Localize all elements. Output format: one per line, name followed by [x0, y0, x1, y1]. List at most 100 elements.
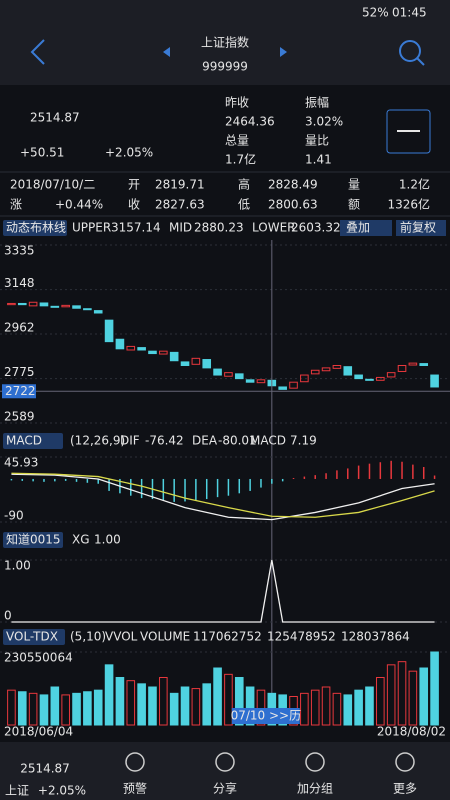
change-pct: +2.05%	[105, 146, 153, 160]
candle	[408, 362, 418, 366]
field-value: 1.41	[305, 153, 332, 167]
legend-name: LOWER	[252, 221, 296, 235]
nav-change: +2.05%	[38, 784, 86, 798]
day-value: 1.2亿	[399, 177, 430, 192]
day-value: 2819.71	[155, 178, 205, 192]
volume-bar	[408, 670, 418, 726]
field-value: 3.02%	[305, 115, 343, 129]
day-label: 开	[128, 178, 140, 192]
selector-box[interactable]	[3, 220, 67, 236]
day-value: 2828.49	[268, 178, 318, 192]
adjust-button[interactable]	[396, 220, 446, 236]
y-tick-label: 1.00	[4, 559, 31, 573]
volume-bar	[159, 677, 168, 726]
volume-bar	[104, 664, 114, 726]
title: 上证指数	[201, 35, 249, 50]
volume-bar	[115, 677, 125, 726]
nav-price: 2514.87	[20, 762, 70, 776]
candle	[213, 368, 222, 376]
xg-value: 1.00	[94, 533, 121, 547]
volume-bar	[202, 683, 212, 726]
battery: 52%	[362, 6, 389, 20]
candle	[300, 374, 309, 383]
legend-value: 2603.32	[291, 221, 341, 235]
change: +50.51	[20, 146, 64, 160]
day-label: 高	[238, 177, 250, 192]
xg-line	[11, 559, 435, 623]
date: 2018/07/10/二	[10, 178, 95, 192]
candle	[202, 359, 212, 369]
search-button[interactable]	[399, 40, 425, 66]
history-button[interactable]	[231, 708, 300, 724]
legend-value: 2880.23	[194, 221, 244, 235]
candle	[137, 347, 146, 351]
y-tick-label: 230550064	[4, 651, 73, 665]
field-label: 振幅	[305, 95, 329, 110]
nav-icon[interactable]	[215, 752, 235, 772]
code: 999999	[202, 60, 248, 74]
day-label: 额	[348, 198, 360, 212]
nav-item[interactable]: 预警	[123, 781, 147, 796]
vol-legend: 125478952	[267, 630, 336, 644]
nav-item[interactable]: 更多	[393, 782, 417, 796]
candle	[126, 345, 136, 351]
x-end: 2018/08/02	[377, 725, 446, 739]
nav-icon[interactable]	[125, 752, 145, 772]
volume-bar	[376, 677, 385, 726]
candle	[39, 302, 49, 307]
candle	[289, 381, 298, 389]
selector-box[interactable]	[3, 629, 65, 645]
nav-icon[interactable]	[395, 752, 415, 772]
selector-box[interactable]	[3, 532, 63, 548]
next-button[interactable]	[280, 47, 287, 57]
field-label: 总量	[225, 134, 249, 148]
macd-legend: -80.01	[218, 434, 257, 448]
volume-bar	[137, 683, 146, 726]
rise-label: 涨	[10, 197, 22, 212]
overlay: 叠加	[346, 221, 370, 235]
y-tick-label: -90	[4, 509, 24, 523]
nav-item[interactable]: 加分组	[297, 782, 333, 796]
macd-legend: DIF	[120, 434, 140, 448]
selector: VOL-TDX	[6, 630, 58, 644]
volume-bar	[256, 689, 266, 726]
volume-bar	[343, 694, 353, 726]
vol-legend: 117062752	[193, 630, 262, 644]
candle	[332, 364, 342, 369]
candle	[83, 308, 92, 311]
selector: 动态布林线	[6, 221, 66, 235]
candle	[376, 376, 385, 381]
candle	[169, 351, 179, 362]
selector-box[interactable]	[3, 433, 63, 449]
candle	[224, 372, 233, 377]
cursor-tag	[2, 384, 36, 399]
candle	[50, 305, 60, 308]
candle	[245, 379, 255, 383]
volume-bar	[213, 667, 222, 726]
volume-bar	[234, 677, 244, 726]
volume-bar	[7, 689, 16, 726]
day-label: 收	[128, 198, 140, 212]
macd-legend: (12,26,9)	[70, 434, 125, 448]
y-tick-label: 3148	[4, 276, 35, 290]
dea-line	[11, 472, 435, 518]
candle	[278, 386, 287, 390]
back-button[interactable]	[30, 39, 45, 65]
y-tick-label: 2962	[4, 321, 35, 335]
nav-name: 上证	[5, 784, 29, 798]
prev-button[interactable]	[163, 47, 170, 57]
y-tick-label: 3335	[4, 244, 35, 258]
candle	[365, 378, 374, 381]
candle	[28, 301, 38, 307]
candle	[148, 350, 157, 355]
volume-bar	[17, 691, 27, 726]
candle	[234, 373, 244, 380]
nav-item[interactable]: 分享	[213, 781, 237, 796]
y-tick-label: 2775	[4, 365, 35, 379]
macd-legend: DEA	[192, 434, 218, 448]
volume-bar	[245, 686, 255, 726]
minus-button[interactable]	[386, 109, 431, 154]
nav-icon[interactable]	[305, 752, 325, 772]
overlay-button[interactable]	[340, 220, 392, 236]
